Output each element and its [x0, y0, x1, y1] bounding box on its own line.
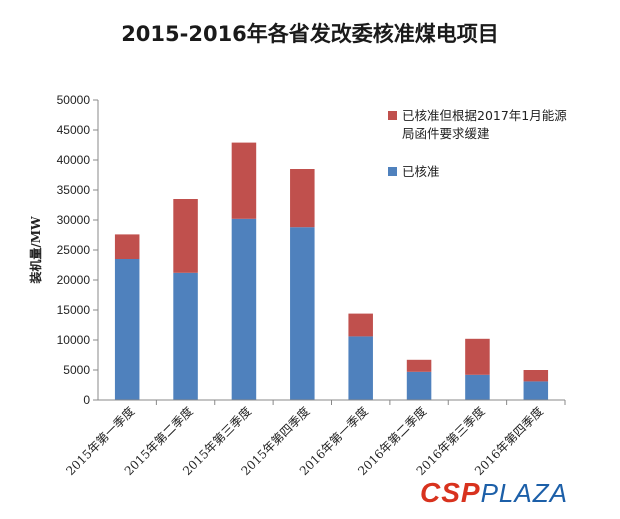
- bar-approved-deferred: [173, 199, 198, 273]
- y-axis-title: 装机量/MW: [28, 216, 43, 285]
- brand-watermark: CSPPLAZA: [420, 477, 568, 509]
- y-tick-label: 15000: [57, 303, 91, 317]
- brand-logo-main: CSP: [420, 477, 481, 508]
- bar-approved-deferred: [290, 169, 315, 228]
- y-tick-label: 0: [83, 393, 90, 407]
- chart-title: 2015-2016年各省发改委核准煤电项目: [121, 22, 499, 46]
- bar-approved: [465, 374, 490, 400]
- y-tick-label: 20000: [57, 273, 91, 287]
- y-tick-label: 30000: [57, 213, 91, 227]
- bar-approved: [173, 272, 198, 400]
- legend-label: 局函件要求缓建: [402, 126, 490, 141]
- bar-approved: [290, 227, 315, 400]
- bar-approved-deferred: [231, 142, 257, 219]
- y-tick-label: 45000: [57, 123, 91, 137]
- y-tick-label: 5000: [63, 363, 90, 377]
- y-axis-ticks: 0 5000 10000 15000 20000 25000 30000 35000 40000…: [57, 93, 98, 407]
- bar-approved: [114, 259, 140, 400]
- legend-label: 已核准但根据2017年1月能源: [402, 108, 567, 123]
- bar-approved: [523, 381, 549, 400]
- bar-approved: [348, 336, 373, 400]
- bar-approved-deferred: [465, 338, 490, 375]
- bar-approved: [406, 371, 432, 400]
- legend-swatch-approved: [388, 167, 397, 176]
- brand-logo-sub: PLAZA: [480, 478, 568, 508]
- legend-label: 已核准: [402, 164, 440, 179]
- y-tick-label: 10000: [57, 333, 91, 347]
- y-tick-label: 25000: [57, 243, 91, 257]
- bar-approved-deferred: [114, 234, 140, 259]
- x-axis-labels: 2015年第一季度2015年第二季度2015年第三季度2015年第四季度2016…: [63, 404, 546, 479]
- bar-approved-deferred: [523, 370, 549, 382]
- y-tick-label: 40000: [57, 153, 91, 167]
- bar-approved-deferred: [406, 359, 432, 372]
- axes: [97, 100, 565, 401]
- bar-approved-deferred: [348, 313, 373, 337]
- bar-series: [114, 142, 566, 405]
- bar-approved: [231, 218, 257, 400]
- y-tick-label: 35000: [57, 183, 91, 197]
- legend-swatch-deferred: [388, 111, 397, 120]
- y-tick-label: 50000: [57, 93, 91, 107]
